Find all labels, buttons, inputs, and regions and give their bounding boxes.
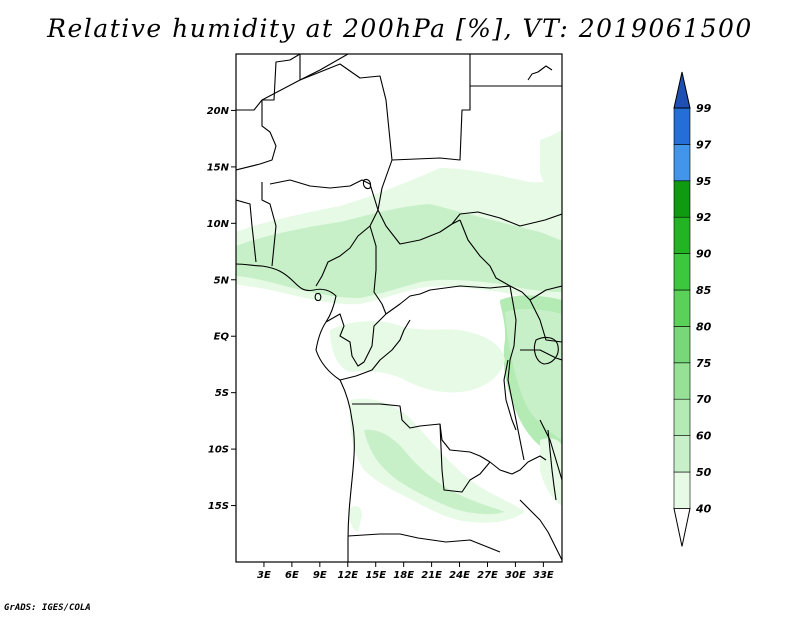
colorbar-level-label: 40 — [695, 502, 712, 515]
sinai-red-sea — [527, 65, 553, 81]
map-frame — [235, 53, 563, 563]
colorbar-segment — [673, 180, 691, 218]
colorbar: 40 50 60 70 75 80 85 90 92 95 97 99 — [673, 71, 712, 547]
border-drc-angola-south — [352, 403, 491, 463]
colorbar-level-label: 90 — [696, 248, 712, 261]
border-drc-angola-north — [339, 319, 411, 381]
border-cameroon-car — [369, 225, 387, 315]
colorbar-segment — [673, 398, 691, 436]
lon-tick-label: 12E — [337, 570, 358, 581]
lon-tick-label: 30E — [505, 570, 526, 581]
colorbar-segment — [673, 362, 691, 400]
lat-tick-label: 15S — [208, 501, 229, 512]
humidity-north-east — [540, 130, 562, 200]
border-nigeria-cameroon — [315, 209, 379, 287]
colorbar-level-label: 97 — [696, 138, 712, 151]
colorbar-segment — [673, 144, 691, 182]
boundaries — [236, 54, 562, 562]
colorbar-level-label: 75 — [696, 357, 712, 370]
border-car-drc — [385, 285, 523, 315]
humidity-south-east — [540, 438, 562, 506]
humidity-south-strip — [349, 506, 362, 532]
colorbar-segment — [673, 435, 691, 473]
border-car-southsudan — [459, 219, 511, 287]
border-angola-zambia — [439, 423, 491, 493]
lon-tick-label: 15E — [365, 570, 386, 581]
colorbar-segment — [673, 253, 691, 291]
lake-chad — [362, 178, 372, 190]
lake-victoria — [533, 336, 559, 365]
colorbar-level-label: 60 — [696, 430, 712, 443]
colorbar-segment — [673, 107, 691, 145]
lake-tanganyika — [503, 359, 517, 431]
border-benin-togo — [236, 182, 277, 267]
lon-tick-label: 21E — [421, 570, 442, 581]
lat-tick-label: 5N — [214, 275, 230, 286]
colorbar-level-label: 50 — [696, 466, 712, 479]
colorbar-level-label: 80 — [696, 320, 712, 333]
lon-tick-label: 9E — [313, 570, 327, 581]
border-nigeria-north — [269, 179, 379, 211]
lon-tick-label: 18E — [393, 570, 414, 581]
credit-label: GrADS: IGES/COLA — [4, 603, 91, 613]
colorbar-level-label: 95 — [696, 175, 712, 188]
border-mozambique — [519, 499, 562, 561]
border-namibia — [347, 533, 501, 553]
colorbar-level-label: 70 — [696, 393, 712, 406]
colorbar-max-arrow — [673, 71, 691, 109]
colorbar-level-label: 99 — [696, 102, 712, 115]
humidity-congo-patch — [330, 321, 505, 393]
border-tanzania — [520, 349, 562, 481]
colorbar-level-label: 85 — [696, 284, 712, 297]
humidity-east-africa — [505, 308, 562, 440]
lon-tick-label: 33E — [533, 570, 554, 581]
lat-tick-label: 20N — [207, 106, 230, 117]
colorbar-segment — [673, 289, 691, 327]
border-niger-nigeria — [236, 100, 277, 171]
bioko-island — [314, 292, 322, 302]
colorbar-segment — [673, 216, 691, 254]
colorbar-min-arrow — [673, 507, 691, 547]
border-mali-niger — [236, 54, 349, 111]
chart-title: Relative humidity at 200hPa [%], VT: 201… — [47, 14, 753, 43]
lat-tick-label: EQ — [214, 332, 230, 343]
humidity-angola-plume — [349, 398, 525, 523]
longitude-axis: 3E 6E 9E 12E 15E 18E 21E 24E 27E 30E 33E — [257, 562, 554, 581]
border-zambia-east — [489, 455, 547, 475]
humidity-band-inner — [236, 204, 562, 298]
humidity-field — [236, 130, 562, 532]
border-sudan-southsudan — [451, 211, 562, 227]
lat-tick-label: 15N — [207, 162, 230, 173]
border-east-lakes — [507, 285, 525, 461]
border-uganda-kenya — [521, 285, 562, 343]
lat-tick-label: 10N — [207, 219, 230, 230]
latitude-axis: 20N 15N 10N 5N EQ 5S 10S 15S — [207, 106, 236, 512]
colorbar-segment — [673, 471, 691, 509]
border-niger-chad — [261, 63, 393, 211]
colorbar-level-label: 92 — [696, 211, 712, 224]
lon-tick-label: 24E — [449, 570, 470, 581]
lon-tick-label: 27E — [477, 570, 498, 581]
coastline-west-africa — [236, 263, 355, 562]
lat-tick-label: 10S — [208, 445, 229, 456]
lon-tick-label: 6E — [285, 570, 299, 581]
border-gabon-congo — [325, 313, 387, 367]
lon-tick-label: 3E — [257, 570, 271, 581]
humidity-angola-inner — [364, 429, 505, 515]
colorbar-segment — [673, 326, 691, 364]
lake-malawi — [547, 429, 557, 501]
lat-tick-label: 5S — [215, 388, 229, 399]
border-chad-sudan — [391, 54, 471, 161]
